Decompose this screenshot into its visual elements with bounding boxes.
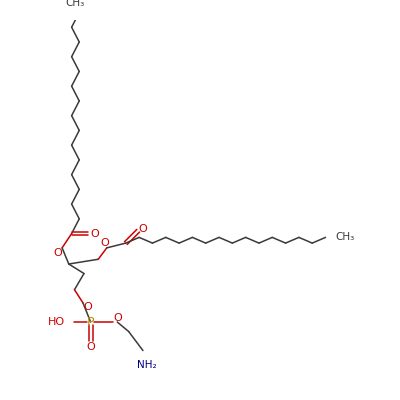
Text: CH₃: CH₃ [335, 232, 354, 242]
Text: O: O [90, 228, 99, 238]
Text: O: O [100, 238, 109, 248]
Text: HO: HO [48, 317, 65, 327]
Text: O: O [138, 224, 147, 234]
Text: P: P [87, 316, 94, 328]
Text: O: O [84, 302, 92, 312]
Text: O: O [113, 313, 122, 323]
Text: O: O [86, 342, 95, 352]
Text: O: O [53, 248, 62, 258]
Text: CH₃: CH₃ [66, 0, 85, 8]
Text: NH₂: NH₂ [137, 360, 156, 370]
